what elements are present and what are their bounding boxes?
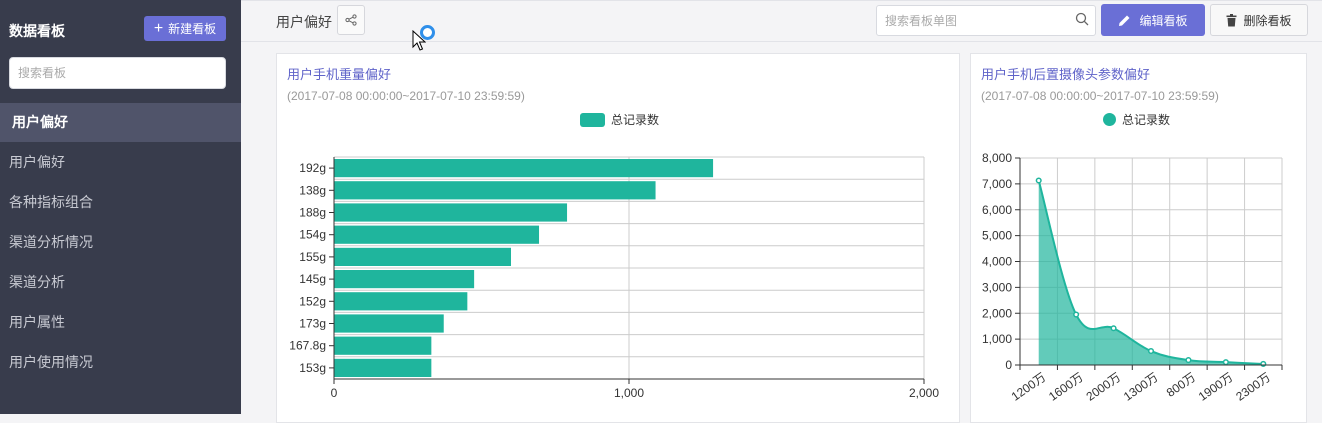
y-tick-label: 153g — [299, 361, 326, 375]
data-point — [1147, 347, 1155, 355]
x-tick-label: 1600万 — [1046, 370, 1086, 404]
new-board-button[interactable]: + 新建看板 — [144, 16, 226, 41]
loading-spinner-icon — [420, 25, 435, 40]
chart-search-input[interactable] — [876, 5, 1096, 36]
x-tick-label: 1200万 — [1009, 370, 1049, 404]
bar-chart: 0 1,000 2,000 192g 138g 188g 154g 155g 145g 152g 1… — [289, 156, 939, 400]
sidebar-item-user-preference-2[interactable]: 用户偏好 — [9, 154, 65, 170]
chart-card-phone-weight: 用户手机重量偏好 (2017-07-08 00:00:00~2017-07-10… — [276, 53, 960, 423]
y-tick-label: 5,000 — [982, 229, 1012, 243]
chart-legend[interactable]: 总记录数 — [1103, 111, 1170, 128]
y-tick-label: 152g — [299, 294, 326, 308]
chart-title[interactable]: 用户手机后置摄像头参数偏好 — [981, 67, 1151, 82]
y-tick-label: 2,000 — [982, 306, 1012, 320]
x-tick-label: 1,000 — [614, 386, 644, 400]
sidebar-item-user-attributes[interactable]: 用户属性 — [9, 314, 65, 330]
sidebar-item-user-preference[interactable]: 用户偏好 — [0, 103, 241, 142]
mouse-cursor-icon — [412, 30, 426, 51]
legend-swatch — [580, 112, 605, 127]
y-tick-label: 188g — [299, 206, 326, 220]
y-tick-label: 154g — [299, 228, 326, 242]
bar — [334, 336, 432, 355]
y-tick-label: 155g — [299, 250, 326, 264]
data-point — [1073, 311, 1080, 318]
chart-title[interactable]: 用户手机重量偏好 — [287, 67, 392, 82]
y-tick-label: 1,000 — [982, 332, 1012, 346]
legend-swatch — [1103, 113, 1116, 126]
new-board-label: 新建看板 — [168, 22, 217, 36]
chart-legend[interactable]: 总记录数 — [580, 111, 659, 128]
y-tick-label: 145g — [299, 272, 326, 286]
sidebar-item-metric-combination[interactable]: 各种指标组合 — [9, 194, 93, 210]
board-search-input[interactable] — [9, 57, 226, 89]
x-tick-label: 0 — [331, 386, 338, 400]
data-point — [1035, 177, 1042, 184]
y-tick-label: 8,000 — [982, 151, 1012, 165]
share-button[interactable] — [337, 5, 365, 35]
x-tick-label: 800万 — [1164, 370, 1198, 400]
y-tick-label: 138g — [299, 183, 326, 197]
area-chart: 0 1,000 2,000 3,000 4,000 5,000 6,000 7,000 8,00… — [982, 151, 1283, 404]
bar — [334, 292, 468, 311]
legend-label: 总记录数 — [611, 113, 660, 127]
x-tick-label: 2000万 — [1084, 370, 1124, 404]
y-tick-label: 4,000 — [982, 255, 1012, 269]
sidebar-item-user-usage[interactable]: 用户使用情况 — [9, 354, 93, 370]
bar — [334, 181, 656, 200]
y-tick-label: 167.8g — [289, 339, 326, 353]
x-tick-label: 2300万 — [1233, 370, 1273, 404]
legend-label: 总记录数 — [1122, 113, 1171, 127]
x-tick-label: 1900万 — [1196, 370, 1236, 404]
bar — [334, 358, 432, 377]
bar — [334, 270, 475, 289]
bar — [334, 225, 540, 244]
sidebar-item-channel-analysis[interactable]: 渠道分析 — [9, 274, 65, 290]
pencil-icon — [1119, 15, 1130, 26]
y-tick-label: 0 — [1005, 358, 1012, 372]
trash-icon — [1226, 13, 1237, 26]
board-title: 用户偏好 — [276, 14, 332, 30]
data-point — [1260, 360, 1267, 368]
search-icon[interactable] — [1075, 12, 1089, 26]
y-tick-label: 6,000 — [982, 203, 1012, 217]
sidebar: 数据看板 + 新建看板 用户偏好 用户偏好 各种指标组合 渠道分析情况 渠道分析… — [0, 0, 241, 414]
bar — [334, 247, 511, 266]
share-icon — [345, 14, 357, 26]
delete-board-label: 删除看板 — [1243, 13, 1292, 28]
y-tick-label: 173g — [299, 317, 326, 331]
chart-card-rear-camera: 用户手机后置摄像头参数偏好 (2017-07-08 00:00:00~2017-… — [970, 53, 1307, 423]
y-tick-label: 3,000 — [982, 280, 1012, 294]
sidebar-item-channel-analysis-status[interactable]: 渠道分析情况 — [9, 234, 93, 250]
area-fill — [1038, 180, 1264, 365]
x-tick-label: 2,000 — [909, 386, 939, 400]
sidebar-title: 数据看板 — [9, 23, 65, 39]
bar — [334, 203, 568, 222]
y-tick-label: 192g — [299, 161, 326, 175]
delete-board-button[interactable]: 删除看板 — [1210, 4, 1308, 36]
bar — [334, 314, 444, 333]
edit-board-button[interactable]: 编辑看板 — [1101, 4, 1205, 36]
edit-board-label: 编辑看板 — [1139, 13, 1188, 28]
data-point — [1185, 357, 1192, 364]
y-tick-label: 7,000 — [982, 177, 1012, 191]
chart-subtitle: (2017-07-08 00:00:00~2017-07-10 23:59:59… — [981, 89, 1219, 103]
x-tick-label: 1300万 — [1121, 370, 1161, 404]
chart-subtitle: (2017-07-08 00:00:00~2017-07-10 23:59:59… — [287, 89, 525, 103]
data-point — [1110, 325, 1117, 332]
plus-icon: + — [153, 19, 164, 37]
data-point — [1222, 359, 1229, 366]
bar — [334, 159, 714, 178]
